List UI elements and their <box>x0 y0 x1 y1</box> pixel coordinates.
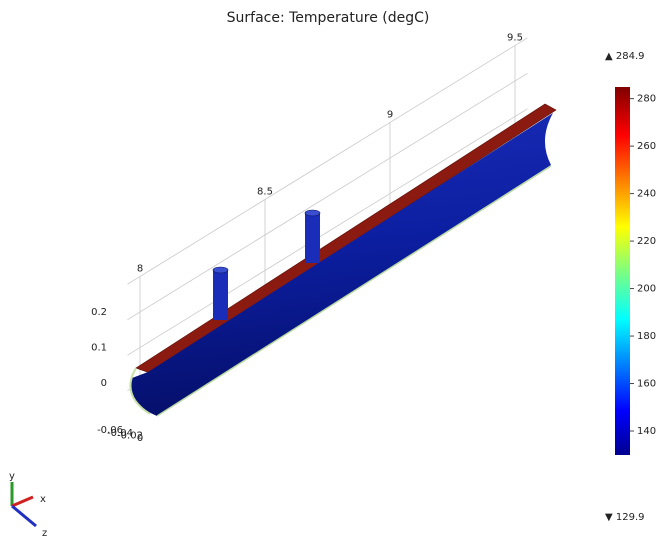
triad-x <box>12 497 33 506</box>
z-tick-label: 0 <box>137 433 143 444</box>
colorbar-tick-label: 280 <box>637 94 656 105</box>
pipe-geometry <box>130 104 556 416</box>
x-tick-label: 9 <box>387 110 393 121</box>
colorbar <box>615 87 630 455</box>
pipe-body <box>130 113 553 416</box>
colorbar-tick-label: 180 <box>637 331 656 342</box>
riser <box>213 270 228 320</box>
chart: Surface: Temperature (degC) ▲ 284.9 ▼ 12… <box>0 0 657 540</box>
triad-label: x <box>40 494 46 505</box>
colorbar-tick-label: 140 <box>637 426 656 437</box>
y-tick-label: 0.2 <box>91 307 107 318</box>
grid-line <box>128 109 528 355</box>
x-tick-label: 9.5 <box>507 33 523 44</box>
colorbar-min: ▼ 129.9 <box>605 512 645 523</box>
axis-triad: y x z <box>9 471 47 539</box>
triad-label: z <box>42 528 47 539</box>
x-tick-label: 8.5 <box>257 187 273 198</box>
triad-z <box>12 506 36 526</box>
colorbar-tick-label: 160 <box>637 379 656 390</box>
riser-top <box>213 267 228 273</box>
colorbar-tick-label: 240 <box>637 189 656 200</box>
x-tick-label: 8 <box>137 264 143 275</box>
chart-title: Surface: Temperature (degC) <box>227 10 430 26</box>
riser-top <box>305 210 320 216</box>
colorbar-max: ▲ 284.9 <box>605 51 645 62</box>
y-tick-label: 0.1 <box>91 343 107 354</box>
colorbar-tick-label: 200 <box>637 284 656 295</box>
y-tick-label: 0 <box>101 378 107 389</box>
top-strip <box>136 104 556 373</box>
riser <box>305 213 320 263</box>
colorbar-tick-label: 260 <box>637 141 656 152</box>
triad-label: y <box>9 471 15 482</box>
colorbar-tick-label: 220 <box>637 236 656 247</box>
